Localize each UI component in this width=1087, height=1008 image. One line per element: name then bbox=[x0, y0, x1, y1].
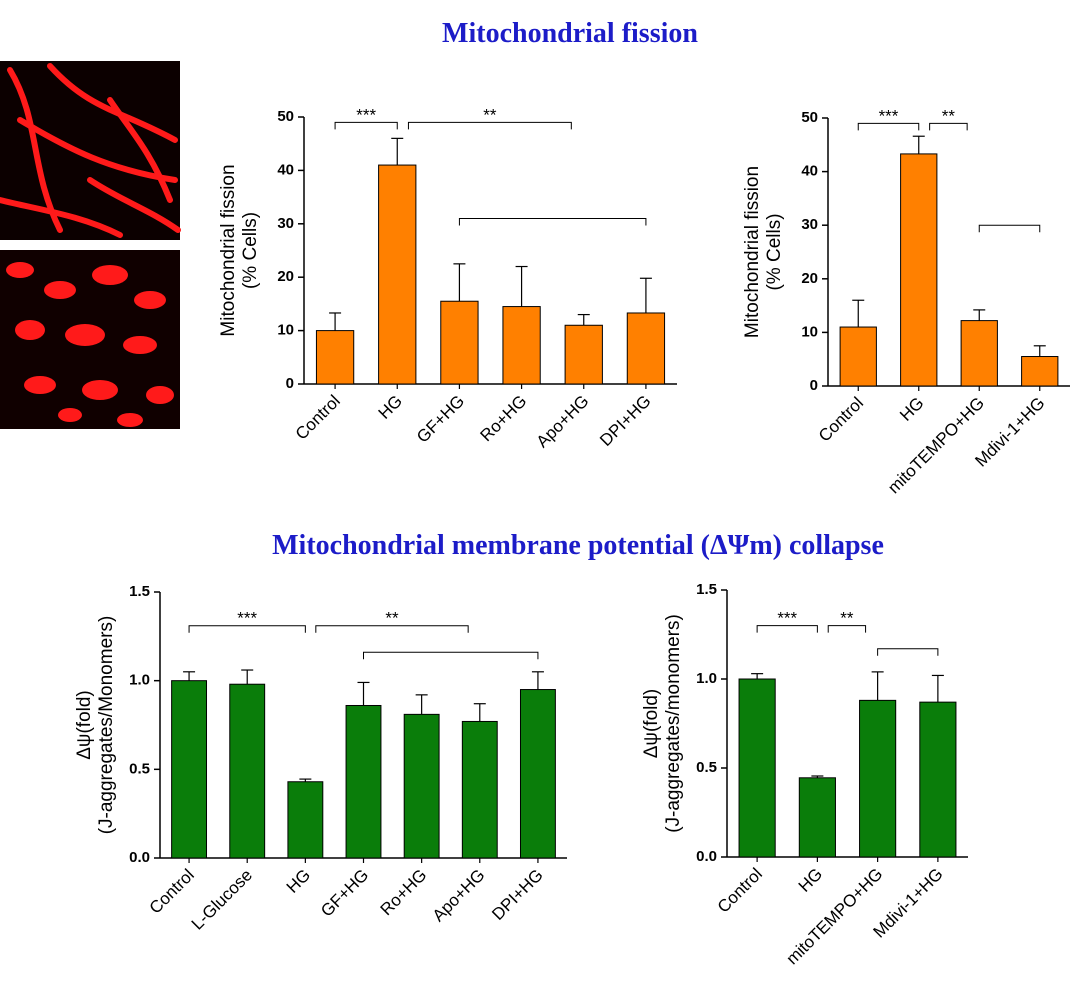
y-tick-label: 50 bbox=[277, 108, 294, 125]
bar bbox=[859, 699, 897, 858]
bar bbox=[502, 306, 541, 385]
y-axis-label: (% Cells) bbox=[764, 213, 785, 290]
significance-bracket bbox=[756, 625, 818, 633]
x-tick-label: HG bbox=[375, 391, 406, 422]
bar bbox=[564, 324, 603, 385]
bar bbox=[960, 320, 998, 387]
bar bbox=[461, 720, 498, 859]
y-tick-label: 20 bbox=[277, 268, 294, 285]
significance-bracket bbox=[315, 625, 469, 633]
y-tick-label: 40 bbox=[277, 161, 294, 178]
y-tick-label: 0.5 bbox=[129, 760, 150, 777]
significance-bracket bbox=[857, 122, 920, 131]
significance-label: *** bbox=[777, 609, 797, 628]
section-title: Mitochondrial fission bbox=[442, 18, 698, 49]
bar bbox=[378, 164, 417, 385]
x-tick-label: DPI+HG bbox=[596, 391, 655, 450]
x-tick-label: Control bbox=[815, 393, 867, 445]
bar bbox=[900, 153, 938, 387]
bar bbox=[315, 330, 355, 385]
y-tick-label: 40 bbox=[801, 163, 818, 180]
bar bbox=[345, 704, 382, 859]
y-tick-label: 10 bbox=[801, 323, 818, 340]
x-tick-label: Apo+HG bbox=[429, 865, 489, 925]
y-tick-label: 30 bbox=[277, 215, 294, 232]
y-tick-label: 0 bbox=[810, 377, 818, 394]
y-tick-label: 1.0 bbox=[696, 670, 717, 687]
bar bbox=[403, 713, 440, 859]
y-tick-label: 0.5 bbox=[696, 759, 717, 776]
significance-label: ** bbox=[942, 106, 956, 125]
x-tick-label: Ro+HG bbox=[477, 391, 531, 445]
bar bbox=[519, 689, 556, 859]
x-tick-label: HG bbox=[896, 393, 927, 424]
significance-bracket bbox=[188, 625, 306, 633]
y-tick-label: 10 bbox=[277, 322, 294, 339]
significance-bracket bbox=[458, 217, 647, 226]
x-tick-label: HG bbox=[795, 864, 826, 895]
y-tick-label: 0.0 bbox=[129, 849, 150, 866]
bar bbox=[839, 326, 877, 387]
y-axis-label: Mitochondrial fission bbox=[742, 166, 763, 338]
significance-bracket bbox=[877, 648, 939, 656]
bar bbox=[171, 680, 208, 859]
x-tick-label: Apo+HG bbox=[533, 391, 593, 451]
significance-label: *** bbox=[237, 609, 257, 628]
x-tick-label: GF+HG bbox=[317, 865, 372, 920]
significance-bracket bbox=[978, 224, 1041, 233]
micrograph bbox=[0, 61, 181, 429]
significance-label: *** bbox=[879, 106, 899, 125]
y-tick-label: 0 bbox=[286, 375, 294, 392]
y-axis-label: (% Cells) bbox=[240, 212, 261, 289]
section-title: Mitochondrial membrane potential (ΔΨm) c… bbox=[272, 530, 884, 561]
bar bbox=[738, 678, 776, 858]
x-tick-label: L-Glucose bbox=[188, 865, 256, 933]
bar bbox=[229, 683, 266, 859]
y-tick-label: 1.0 bbox=[129, 672, 150, 689]
y-tick-label: 50 bbox=[801, 109, 818, 126]
significance-bracket bbox=[363, 651, 539, 660]
bar bbox=[626, 312, 666, 385]
y-axis-label: Δψ(fold) bbox=[641, 689, 662, 759]
significance-bracket bbox=[827, 625, 867, 633]
bar bbox=[919, 701, 957, 858]
y-axis-label: Δψ(fold) bbox=[74, 690, 95, 760]
y-axis-label: (J-aggregates/Monomers) bbox=[96, 616, 117, 835]
significance-label: ** bbox=[840, 609, 854, 628]
significance-bracket bbox=[334, 121, 398, 130]
y-tick-label: 0.0 bbox=[696, 848, 717, 865]
significance-bracket bbox=[407, 121, 572, 130]
y-tick-label: 20 bbox=[801, 270, 818, 287]
x-tick-label: Control bbox=[292, 391, 344, 443]
x-tick-label: Control bbox=[146, 865, 198, 917]
x-tick-label: HG bbox=[283, 865, 314, 896]
y-tick-label: 1.5 bbox=[129, 583, 150, 600]
y-tick-label: 1.5 bbox=[696, 581, 717, 598]
y-axis-label: Mitochondrial fission bbox=[218, 164, 239, 336]
y-tick-label: 30 bbox=[801, 216, 818, 233]
y-axis-label: (J-aggregates/monomers) bbox=[663, 614, 684, 833]
bar bbox=[798, 777, 836, 858]
bar bbox=[440, 300, 479, 385]
bar bbox=[287, 781, 324, 859]
x-tick-label: GF+HG bbox=[413, 391, 468, 446]
x-tick-label: DPI+HG bbox=[488, 865, 547, 924]
significance-bracket bbox=[929, 122, 968, 131]
x-tick-label: Control bbox=[714, 864, 766, 916]
significance-label: *** bbox=[356, 105, 376, 124]
significance-label: ** bbox=[483, 105, 497, 124]
significance-label: ** bbox=[385, 609, 399, 628]
bar bbox=[1021, 356, 1059, 387]
x-tick-label: Ro+HG bbox=[377, 865, 431, 919]
